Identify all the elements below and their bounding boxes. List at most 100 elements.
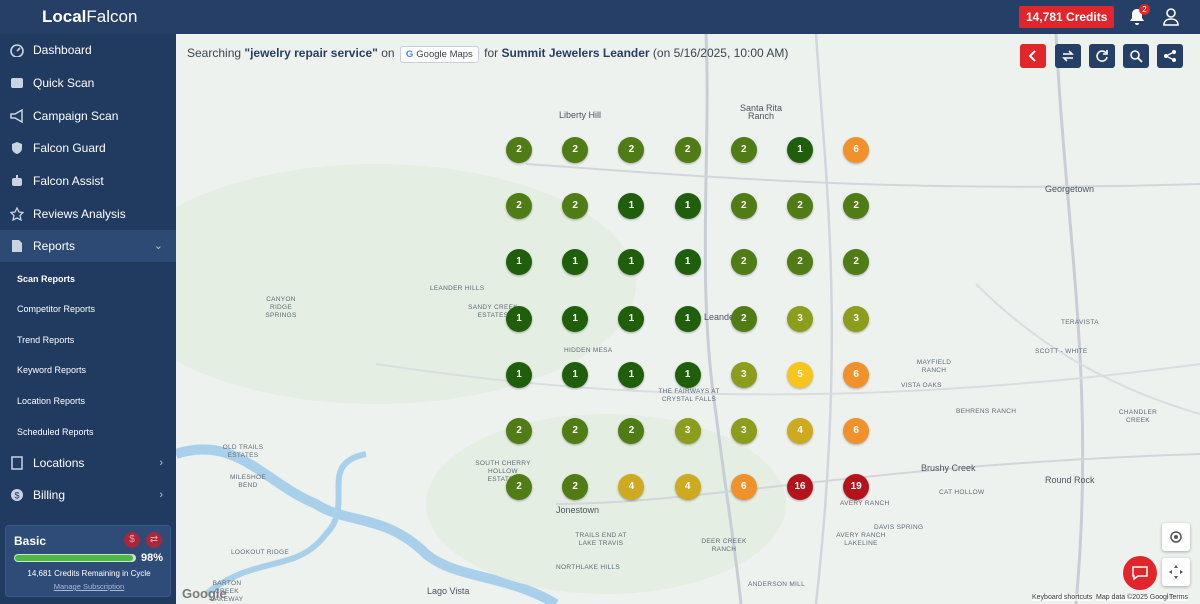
rank-pin[interactable]: 2 bbox=[730, 305, 757, 332]
rank-pin[interactable]: 1 bbox=[506, 249, 532, 276]
rank-pin[interactable]: 2 bbox=[787, 249, 813, 276]
nav-item[interactable]: Falcon Assist bbox=[0, 165, 176, 197]
map-label: Lago Vista bbox=[427, 586, 470, 596]
rank-pin[interactable]: 1 bbox=[618, 305, 645, 332]
map-attribution[interactable]: Terms bbox=[1169, 594, 1189, 601]
rank-pin[interactable]: 1 bbox=[506, 361, 532, 388]
rank-pin[interactable]: 2 bbox=[618, 418, 645, 444]
map-attribution[interactable]: Keyboard shortcuts bbox=[1032, 594, 1093, 601]
nav-item[interactable]: $ Billing › bbox=[0, 479, 176, 511]
credits-badge[interactable]: 14,781 Credits bbox=[1019, 6, 1115, 28]
submenu-item[interactable]: Scheduled Reports bbox=[17, 427, 94, 437]
nav-item[interactable]: Locations › bbox=[0, 447, 176, 479]
rank-pin[interactable]: 2 bbox=[730, 249, 757, 276]
rank-pin[interactable]: 1 bbox=[674, 361, 701, 388]
rank-pin[interactable]: 6 bbox=[843, 361, 870, 388]
rank-pin[interactable]: 5 bbox=[787, 361, 813, 388]
rank-pin[interactable]: 3 bbox=[843, 305, 870, 332]
rank-pin[interactable]: 16 bbox=[787, 474, 813, 501]
rank-pin[interactable]: 1 bbox=[674, 305, 701, 332]
rank-pin[interactable]: 1 bbox=[674, 193, 701, 220]
nav-label: Billing bbox=[33, 488, 66, 502]
rank-pin[interactable]: 1 bbox=[618, 361, 645, 388]
fullscreen-button[interactable] bbox=[1162, 558, 1190, 586]
rank-pin[interactable]: 2 bbox=[618, 137, 645, 163]
submenu-item[interactable]: Competitor Reports bbox=[17, 304, 96, 314]
rank-pin[interactable]: 1 bbox=[506, 305, 532, 332]
rank-pin[interactable]: 6 bbox=[843, 137, 870, 163]
rescan-button[interactable] bbox=[1089, 44, 1115, 68]
rank-pin[interactable]: 2 bbox=[506, 418, 532, 444]
rank-pin[interactable]: 2 bbox=[562, 137, 589, 163]
icon bbox=[1170, 531, 1182, 543]
rank-pin[interactable]: 2 bbox=[674, 137, 701, 163]
logo-bold: Local bbox=[42, 7, 87, 26]
map-label: Northlake Hills bbox=[556, 564, 620, 571]
rank-pin[interactable]: 4 bbox=[618, 474, 645, 501]
map-label: Sandy Creek Estates bbox=[468, 304, 518, 319]
rank-pin[interactable]: 4 bbox=[674, 474, 701, 501]
rank-pin[interactable]: 2 bbox=[843, 249, 870, 276]
rank-pin[interactable]: 2 bbox=[506, 193, 532, 220]
rank-pin[interactable]: 1 bbox=[674, 249, 701, 276]
user-icon[interactable] bbox=[1162, 8, 1180, 26]
back-button[interactable] bbox=[1020, 44, 1046, 68]
nav-item[interactable]: Campaign Scan bbox=[0, 100, 176, 132]
submenu-item[interactable]: Location Reports bbox=[17, 396, 86, 406]
rank-pin[interactable]: 1 bbox=[787, 137, 813, 163]
map-label: Leander Hills bbox=[430, 285, 485, 292]
map-label: Canyon Ridge Springs bbox=[265, 296, 297, 319]
icon bbox=[10, 207, 24, 221]
rank-pin[interactable]: 2 bbox=[843, 193, 870, 220]
rank-pin[interactable]: 1 bbox=[562, 249, 589, 276]
share-button[interactable] bbox=[1157, 44, 1183, 68]
compare-button[interactable] bbox=[1055, 44, 1081, 68]
logo[interactable]: LocalFalcon bbox=[42, 7, 137, 27]
nav-item[interactable]: Quick Scan bbox=[0, 67, 176, 99]
rank-pin[interactable]: 1 bbox=[618, 249, 645, 276]
nav-item[interactable]: Reports ⌄ bbox=[0, 230, 176, 262]
map-label: Chandler Creek bbox=[1118, 409, 1158, 424]
submenu-item[interactable]: Trend Reports bbox=[17, 335, 75, 345]
map-label: Liberty Hill bbox=[559, 110, 602, 120]
submenu-item[interactable]: Keyword Reports bbox=[17, 365, 87, 375]
rank-pin[interactable]: 1 bbox=[562, 361, 589, 388]
icon bbox=[1096, 50, 1108, 62]
nav-item[interactable]: Dashboard bbox=[0, 34, 176, 66]
rank-pin[interactable]: 2 bbox=[730, 193, 757, 220]
manage-link[interactable]: Manage Subscription bbox=[53, 582, 125, 591]
rank-pin[interactable]: 3 bbox=[730, 418, 757, 444]
nav-item[interactable]: Reviews Analysis bbox=[0, 198, 176, 230]
submenu-item[interactable]: Scan Reports bbox=[17, 274, 76, 284]
map-label: Round Rock bbox=[1045, 475, 1095, 485]
rank-pin[interactable]: 1 bbox=[618, 193, 645, 220]
plan-percent: 98% bbox=[141, 552, 164, 564]
rank-pin[interactable]: 6 bbox=[730, 474, 757, 501]
rank-pin[interactable]: 3 bbox=[787, 305, 813, 332]
rank-pin[interactable]: 2 bbox=[506, 474, 532, 501]
search-button[interactable] bbox=[1123, 44, 1149, 68]
map-label: Avery Ranch Lakeline bbox=[836, 532, 886, 547]
rank-pin[interactable]: 3 bbox=[730, 361, 757, 388]
locate-button[interactable] bbox=[1162, 523, 1190, 551]
rank-pin[interactable]: 2 bbox=[562, 474, 589, 501]
plan-icon[interactable]: $ bbox=[124, 532, 140, 548]
rank-pin[interactable]: 1 bbox=[562, 305, 589, 332]
map[interactable]: Liberty Hill Santa Rita Ranch Georgetown… bbox=[176, 34, 1200, 604]
nav-item[interactable]: Falcon Guard bbox=[0, 132, 176, 164]
rank-pin[interactable]: 2 bbox=[562, 193, 589, 220]
rank-pin[interactable]: 19 bbox=[843, 474, 870, 501]
rank-pin[interactable]: 2 bbox=[506, 137, 532, 163]
chat-button[interactable] bbox=[1123, 556, 1157, 590]
rank-pin[interactable]: 2 bbox=[787, 193, 813, 220]
rank-pin[interactable]: 6 bbox=[843, 418, 870, 444]
rank-pin[interactable]: 2 bbox=[562, 418, 589, 444]
icon bbox=[12, 175, 22, 186]
map-label: The Fairways at Crystal Falls bbox=[658, 388, 720, 403]
rank-pin[interactable]: 2 bbox=[730, 137, 757, 163]
map-label: Behrens Ranch bbox=[956, 408, 1017, 415]
rank-pin[interactable]: 4 bbox=[787, 418, 813, 444]
search-text: Searching bbox=[187, 46, 242, 60]
plan-icon[interactable]: ⇄ bbox=[146, 532, 162, 548]
rank-pin[interactable]: 3 bbox=[674, 418, 701, 444]
